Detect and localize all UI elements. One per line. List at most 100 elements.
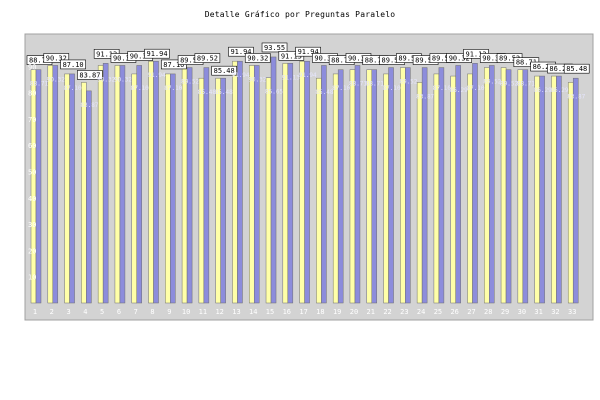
bar-blue — [220, 77, 226, 304]
bar-yellow — [181, 67, 188, 304]
y-tick-label: 60 — [28, 142, 36, 150]
x-tick-label: 8 — [150, 308, 154, 316]
x-tick-label: 5 — [100, 308, 104, 316]
bar-inner-value: 89.52 — [181, 79, 199, 86]
bar-yellow — [517, 69, 524, 304]
data-label: 83.87 — [79, 71, 100, 79]
bar-yellow — [484, 67, 490, 304]
data-label: 90.32 — [482, 54, 503, 62]
bar-yellow — [165, 73, 171, 304]
bar-blue — [203, 67, 210, 304]
bar-blue — [455, 65, 461, 304]
bar-blue — [505, 69, 512, 304]
data-label: 89.52 — [398, 55, 419, 63]
bar-inner-value: 90.32 — [248, 76, 266, 83]
bar-inner-value: 91.94 — [299, 72, 317, 79]
bar-yellow — [534, 75, 540, 304]
data-label: 85.48 — [214, 67, 235, 75]
x-tick-label: 2 — [50, 308, 54, 316]
bar-inner-value: 85.48 — [315, 89, 333, 96]
bar-inner-value: 90.32 — [47, 76, 65, 83]
y-tick-label: 10 — [28, 274, 36, 282]
x-tick-label: 27 — [467, 308, 475, 316]
data-label: 88.71 — [331, 57, 352, 65]
y-tick-labels: 10 20 30 40 50 60 70 80 90 — [28, 63, 36, 281]
data-label: 86.29 — [533, 63, 554, 71]
bar-inner-value: 87.10 — [64, 85, 82, 92]
bar-yellow — [349, 69, 356, 304]
x-tick-label: 25 — [434, 308, 442, 316]
x-tick-label: 3 — [66, 308, 70, 316]
data-label-box — [563, 63, 590, 74]
bar-yellow — [148, 60, 154, 304]
data-label: 89.52 — [197, 55, 218, 63]
x-tick-label: 11 — [199, 308, 207, 316]
bar-inner-value: 86.29 — [450, 87, 468, 94]
x-tick-labels: 1 2 3 4 5 6 7 8 9 10 11 12 13 14 15 16 17 18 19 20 21 22 23 24 2… — [33, 308, 577, 316]
bar-inner-value: 83.87 — [567, 93, 585, 100]
bar-inner-value: 89.52 — [399, 79, 417, 86]
bar-inner-value: 89.52 — [483, 79, 501, 86]
bar-blue — [136, 65, 142, 304]
bar-inner-value: 90.32 — [114, 76, 132, 83]
data-label: 91.94 — [147, 50, 168, 58]
bar-blue — [522, 69, 529, 304]
bar-yellow — [400, 67, 406, 304]
bar-yellow — [383, 73, 389, 304]
bar-inner-value: 85.48 — [198, 89, 216, 96]
bar-yellow — [450, 75, 456, 304]
data-label: 91.13 — [465, 50, 486, 58]
x-tick-label: 18 — [316, 308, 324, 316]
data-label: 91.94 — [298, 48, 319, 56]
bar-blue — [472, 63, 478, 304]
data-label: 93.55 — [264, 44, 285, 52]
data-label: 88.71 — [365, 57, 386, 65]
bar-blue — [119, 65, 126, 304]
bar-yellow — [232, 60, 238, 304]
bar-blue — [421, 67, 428, 304]
y-tick-label: 40 — [28, 195, 36, 203]
x-tick-label: 20 — [350, 308, 358, 316]
data-label: 90.32 — [113, 54, 134, 62]
data-label: 90.32 — [130, 52, 151, 60]
x-tick-label: 16 — [283, 308, 291, 316]
data-label-box — [295, 46, 321, 57]
bar-inner-value: 89.52 — [500, 81, 518, 88]
bar-inner-value: 88.71 — [30, 81, 48, 88]
x-tick-label: 12 — [215, 308, 223, 316]
data-label: 86.29 — [549, 65, 570, 73]
x-tick-label: 13 — [232, 308, 240, 316]
bar-yellow — [551, 75, 557, 304]
data-label-box — [211, 65, 237, 76]
data-label: 90.32 — [46, 54, 67, 62]
data-label-box — [77, 70, 103, 80]
x-tick-label: 6 — [117, 308, 121, 316]
y-tick-label: 50 — [28, 169, 36, 177]
bar-inner-value: 88.71 — [517, 81, 535, 88]
data-label: 90.32 — [314, 54, 335, 62]
x-tick-label: 17 — [299, 308, 307, 316]
data-label: 89.52 — [499, 55, 520, 63]
bar-blue — [388, 67, 394, 304]
data-label: 90.32 — [247, 54, 268, 62]
bar-inner-value: 91.13 — [282, 74, 300, 81]
data-label: 91.94 — [230, 48, 251, 56]
bar-blue — [572, 77, 579, 304]
data-label-box — [194, 53, 221, 63]
bar-blue — [186, 67, 193, 304]
bar-inner-value: 87.10 — [383, 85, 401, 92]
bar-inner-value: 91.94 — [231, 72, 249, 79]
bar-yellow — [567, 82, 574, 304]
data-labels-group: 88.7188.7190.3290.3287.1087.1083.8783.87… — [26, 42, 590, 109]
x-tick-label: 14 — [249, 308, 257, 316]
bar-inner-value: 86.29 — [534, 87, 552, 94]
bar-blue — [35, 69, 42, 304]
bar-yellow — [114, 65, 121, 304]
bar-yellow — [500, 67, 507, 304]
bar-blue — [86, 90, 92, 304]
bar-blue — [52, 65, 59, 304]
data-label: 88.71 — [516, 59, 537, 67]
data-label: 85.48 — [566, 65, 587, 73]
bar-blue — [438, 67, 445, 304]
x-tick-label: 30 — [518, 308, 526, 316]
